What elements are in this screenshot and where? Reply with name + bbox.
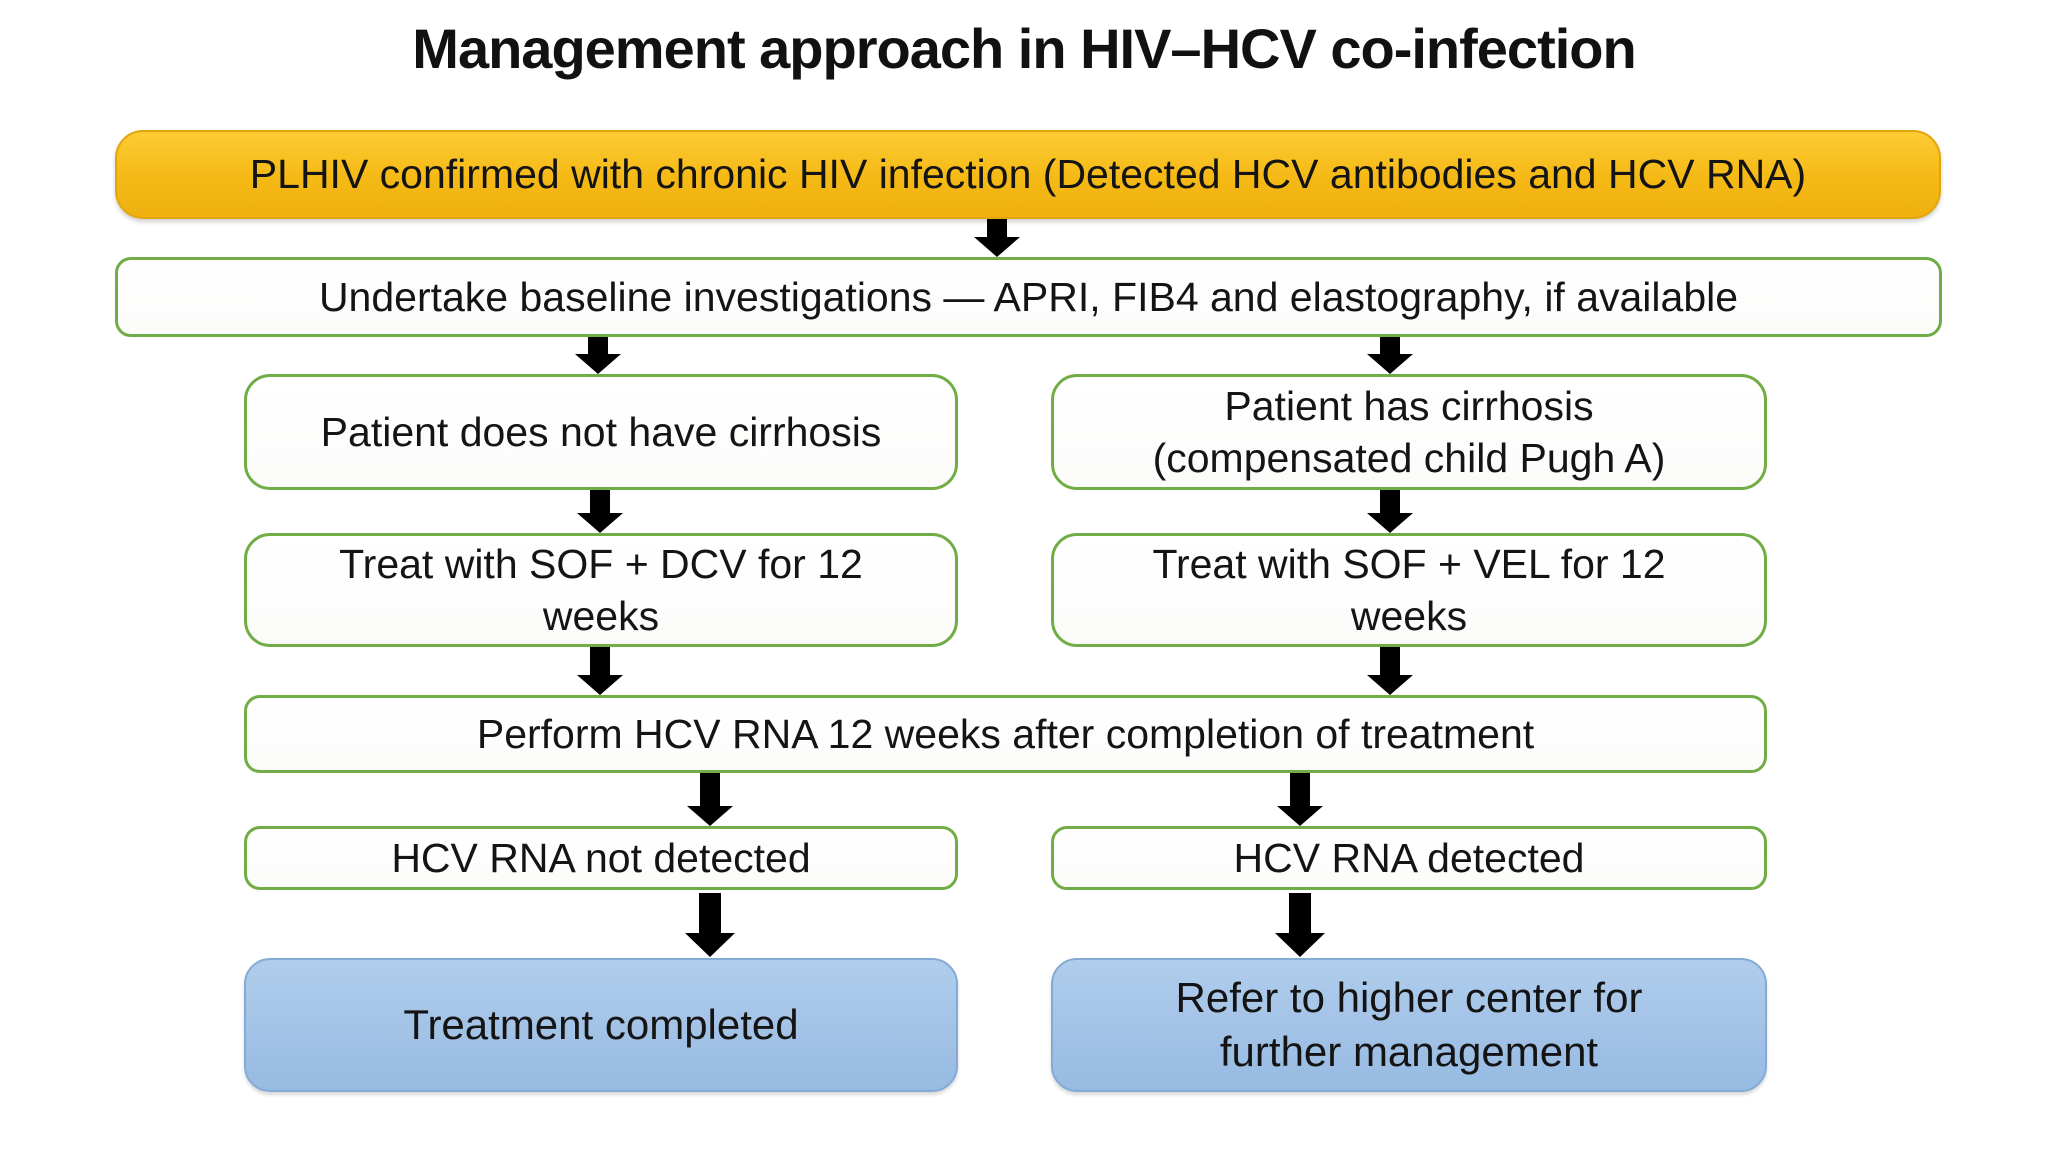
down-arrow-icon — [577, 647, 623, 695]
node-label-line2: (compensated child Pugh A) — [1152, 435, 1666, 481]
node-label-line2: weeks — [1350, 593, 1468, 639]
down-arrow-icon — [687, 773, 733, 826]
down-arrow-icon — [577, 490, 623, 533]
down-arrow-icon — [575, 337, 621, 374]
node-label: HCV RNA not detected — [391, 834, 811, 881]
node-label-line1: Patient has cirrhosis — [1224, 382, 1594, 429]
down-arrow-icon — [1367, 337, 1413, 374]
node-refer-higher-center: Refer to higher center for further manag… — [1051, 958, 1767, 1092]
down-arrow-icon — [1367, 647, 1413, 695]
node-label-line2: further management — [1219, 1028, 1599, 1075]
down-arrow-icon — [1367, 490, 1413, 533]
node-treat-sof-dcv: Treat with SOF + DCV for 12 weeks — [244, 533, 958, 647]
node-label-line1: Treat with SOF + DCV for 12 — [339, 540, 863, 587]
node-rna-detected: HCV RNA detected — [1051, 826, 1767, 890]
down-arrow-icon — [974, 219, 1020, 257]
node-label-line1: Refer to higher center for — [1175, 974, 1643, 1022]
page-title: Management approach in HIV–HCV co-infect… — [412, 17, 1636, 80]
node-label: HCV RNA detected — [1233, 834, 1585, 881]
down-arrow-icon — [1277, 773, 1323, 826]
node-label: Perform HCV RNA 12 weeks after completio… — [476, 710, 1535, 757]
node-label: Treatment completed — [403, 1001, 799, 1049]
node-baseline-investigations: Undertake baseline investigations — APRI… — [115, 257, 1942, 337]
node-label: Undertake baseline investigations — APRI… — [318, 273, 1739, 320]
down-arrow-icon — [685, 893, 735, 957]
node-perform-hcv-rna: Perform HCV RNA 12 weeks after completio… — [244, 695, 1767, 773]
node-treat-sof-vel: Treat with SOF + VEL for 12 weeks — [1051, 533, 1767, 647]
node-label: PLHIV confirmed with chronic HIV infecti… — [249, 151, 1807, 198]
node-label-line2: weeks — [542, 593, 660, 639]
node-rna-not-detected: HCV RNA not detected — [244, 826, 958, 890]
down-arrow-icon — [1275, 893, 1325, 957]
node-label-line1: Treat with SOF + VEL for 12 — [1152, 540, 1666, 587]
node-treatment-completed: Treatment completed — [244, 958, 958, 1092]
node-no-cirrhosis: Patient does not have cirrhosis — [244, 374, 958, 490]
node-has-cirrhosis: Patient has cirrhosis (compensated child… — [1051, 374, 1767, 490]
node-plhiv-confirmed: PLHIV confirmed with chronic HIV infecti… — [115, 130, 1941, 219]
node-label: Patient does not have cirrhosis — [320, 408, 882, 455]
